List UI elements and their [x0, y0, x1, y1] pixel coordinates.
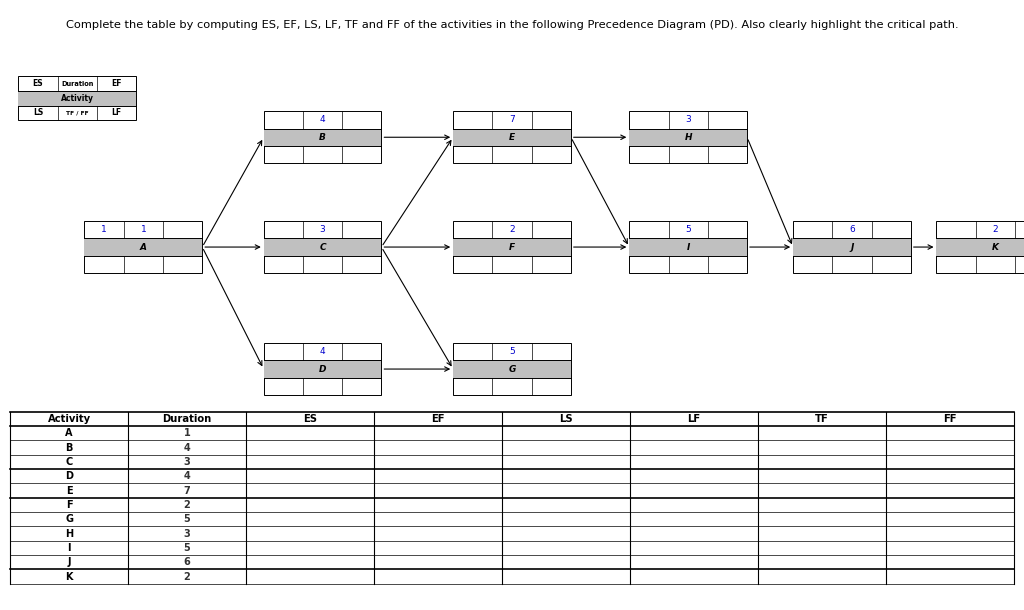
FancyBboxPatch shape	[10, 412, 1014, 584]
Text: 7: 7	[183, 486, 190, 495]
FancyBboxPatch shape	[629, 111, 748, 163]
Text: E: E	[66, 486, 73, 495]
FancyBboxPatch shape	[264, 111, 381, 163]
Text: 1: 1	[101, 225, 106, 234]
Text: ES: ES	[33, 79, 43, 88]
Text: D: D	[66, 472, 73, 481]
Text: 2: 2	[509, 225, 515, 234]
FancyBboxPatch shape	[936, 239, 1024, 256]
FancyBboxPatch shape	[793, 239, 911, 256]
FancyBboxPatch shape	[264, 343, 381, 395]
Text: Duration: Duration	[61, 81, 93, 87]
Text: TF / FF: TF / FF	[66, 110, 89, 115]
Text: 2: 2	[183, 500, 190, 510]
Text: 3: 3	[183, 457, 190, 467]
FancyBboxPatch shape	[629, 129, 748, 146]
Text: LF: LF	[687, 414, 700, 424]
Text: 3: 3	[319, 225, 326, 234]
Text: 2: 2	[992, 225, 998, 234]
FancyBboxPatch shape	[18, 91, 136, 106]
Text: 3: 3	[183, 529, 190, 539]
Text: EF: EF	[112, 79, 122, 88]
Text: H: H	[66, 529, 73, 539]
Text: Complete the table by computing ES, EF, LS, LF, TF and FF of the activities in t: Complete the table by computing ES, EF, …	[66, 20, 958, 29]
Text: H: H	[684, 133, 692, 142]
Text: Activity: Activity	[60, 94, 94, 102]
Text: LS: LS	[559, 414, 572, 424]
Text: 6: 6	[183, 558, 190, 567]
FancyBboxPatch shape	[85, 221, 203, 273]
FancyBboxPatch shape	[453, 221, 571, 273]
Text: 4: 4	[183, 472, 190, 481]
Text: LS: LS	[33, 109, 43, 117]
FancyBboxPatch shape	[85, 239, 203, 256]
Text: J: J	[850, 243, 854, 251]
Text: 5: 5	[183, 514, 190, 524]
Text: LF: LF	[112, 109, 122, 117]
Text: F: F	[66, 500, 73, 510]
FancyBboxPatch shape	[453, 239, 571, 256]
Text: ES: ES	[303, 414, 316, 424]
FancyBboxPatch shape	[264, 221, 381, 273]
Text: C: C	[66, 457, 73, 467]
FancyBboxPatch shape	[629, 221, 748, 273]
FancyBboxPatch shape	[453, 129, 571, 146]
Text: 2: 2	[183, 572, 190, 581]
FancyBboxPatch shape	[629, 239, 748, 256]
Text: K: K	[66, 572, 73, 581]
FancyBboxPatch shape	[264, 361, 381, 378]
Text: 1: 1	[140, 225, 146, 234]
Text: 3: 3	[685, 115, 691, 124]
Text: 4: 4	[183, 443, 190, 453]
Text: TF: TF	[815, 414, 828, 424]
Text: 1: 1	[183, 428, 190, 438]
Text: A: A	[66, 428, 73, 438]
Text: J: J	[68, 558, 71, 567]
Text: E: E	[509, 133, 515, 142]
Text: 5: 5	[685, 225, 691, 234]
Text: EF: EF	[431, 414, 444, 424]
Text: 5: 5	[509, 347, 515, 356]
FancyBboxPatch shape	[453, 361, 571, 378]
Text: K: K	[992, 243, 998, 251]
Text: I: I	[686, 243, 690, 251]
Text: 7: 7	[509, 115, 515, 124]
FancyBboxPatch shape	[264, 129, 381, 146]
Text: D: D	[318, 365, 327, 373]
Text: Activity: Activity	[47, 414, 91, 424]
Text: B: B	[66, 443, 73, 453]
Text: G: G	[508, 365, 516, 373]
FancyBboxPatch shape	[18, 76, 136, 120]
Text: I: I	[68, 543, 71, 553]
Text: 4: 4	[319, 347, 326, 356]
FancyBboxPatch shape	[453, 343, 571, 395]
FancyBboxPatch shape	[936, 221, 1024, 273]
Text: Duration: Duration	[162, 414, 212, 424]
FancyBboxPatch shape	[453, 111, 571, 163]
FancyBboxPatch shape	[793, 221, 911, 273]
Text: F: F	[509, 243, 515, 251]
Text: G: G	[66, 514, 73, 524]
Text: 5: 5	[183, 543, 190, 553]
Text: A: A	[140, 243, 146, 251]
Text: FF: FF	[943, 414, 956, 424]
FancyBboxPatch shape	[264, 239, 381, 256]
Text: 6: 6	[849, 225, 855, 234]
Text: B: B	[319, 133, 326, 142]
Text: C: C	[319, 243, 326, 251]
Text: 4: 4	[319, 115, 326, 124]
